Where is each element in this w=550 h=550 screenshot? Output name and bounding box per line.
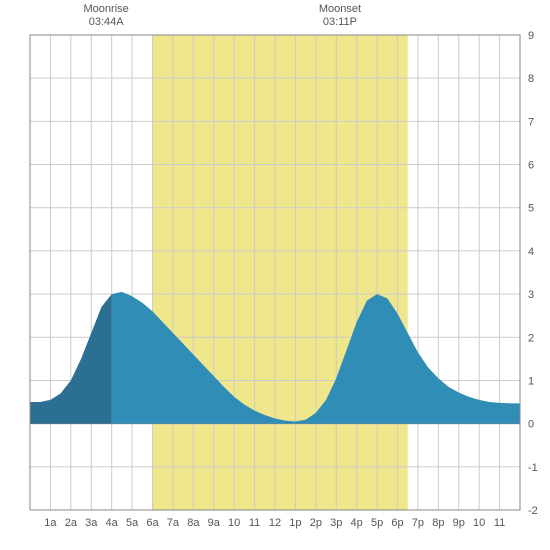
x-tick: 6p [391,517,403,529]
x-tick: 10 [473,517,485,529]
moonset-time: 03:11P [310,16,370,29]
chart-svg: -2-101234567891a2a3a4a5a6a7a8a9a1011121p… [0,0,550,550]
x-tick: 6a [146,517,159,529]
x-tick: 2a [65,517,78,529]
x-tick: 11 [494,517,505,529]
x-tick: 9a [208,517,221,529]
x-tick: 4p [351,517,363,529]
y-tick: 2 [528,332,534,344]
y-tick: 5 [528,203,534,215]
y-tick: 0 [528,419,534,431]
x-tick: 7p [412,517,424,529]
y-tick: 1 [528,375,534,387]
x-tick: 4a [106,517,119,529]
x-tick: 1a [44,517,57,529]
x-tick: 11 [249,517,260,529]
y-tick: 6 [528,160,534,172]
moonset-title: Moonset [310,3,370,16]
x-tick: 5p [371,517,383,529]
x-tick: 8p [432,517,444,529]
y-tick: 3 [528,289,534,301]
y-tick: 4 [528,246,534,258]
y-tick: 8 [528,73,534,85]
x-tick: 5a [126,517,139,529]
y-tick: -1 [528,462,538,474]
x-tick: 3p [330,517,342,529]
x-tick: 9p [453,517,465,529]
moonset-label: Moonset 03:11P [310,3,370,29]
tide-chart: Moonrise 03:44A Moonset 03:11P -2-101234… [0,0,550,550]
x-tick: 10 [228,517,240,529]
x-tick: 2p [310,517,322,529]
x-tick: 1p [289,517,301,529]
x-tick: 7a [167,517,180,529]
moonrise-label: Moonrise 03:44A [76,3,136,29]
moonrise-time: 03:44A [76,16,136,29]
y-tick: 9 [528,30,534,42]
y-tick: 7 [528,116,534,128]
x-tick: 12 [269,517,281,529]
x-tick: 3a [85,517,98,529]
moonrise-title: Moonrise [76,3,136,16]
x-tick: 8a [187,517,200,529]
y-tick: -2 [528,505,538,517]
